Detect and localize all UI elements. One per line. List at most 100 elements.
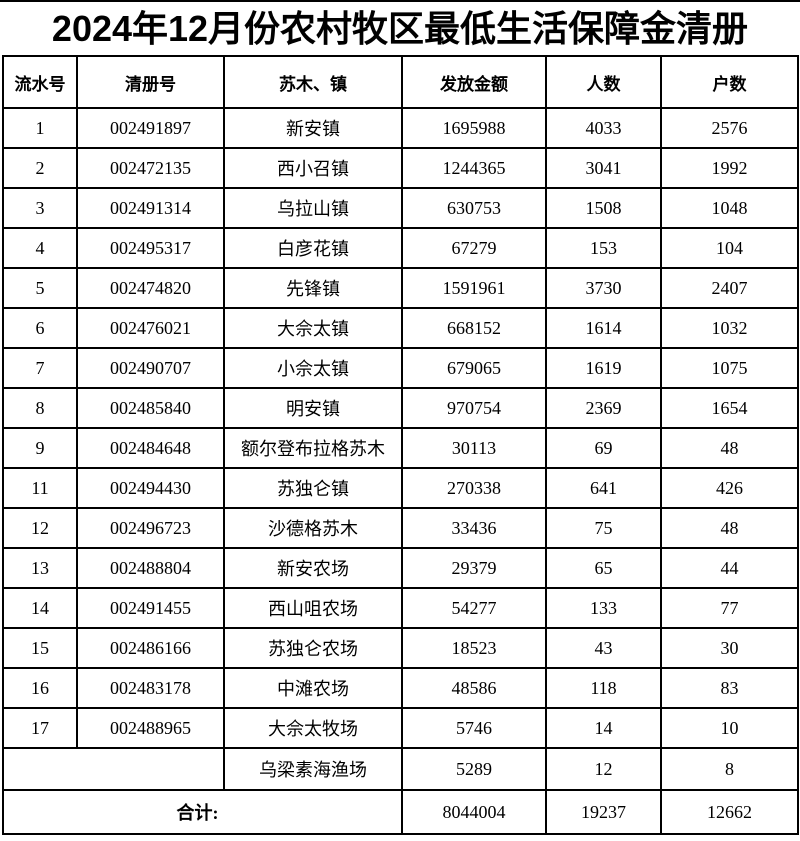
total-households-cell: 12662 (660, 789, 799, 835)
town-cell: 西小召镇 (223, 147, 403, 189)
households-cell: 77 (660, 587, 799, 629)
register-cell: 002476021 (76, 307, 225, 349)
households-cell: 2576 (660, 107, 799, 149)
households-cell: 83 (660, 667, 799, 709)
register-cell: 002488965 (76, 707, 225, 749)
header-town: 苏木、镇 (223, 55, 403, 109)
town-cell: 白彦花镇 (223, 227, 403, 269)
header-row: 流水号 清册号 苏木、镇 发放金额 人数 户数 (2, 55, 799, 109)
amount-cell: 5746 (401, 707, 547, 749)
people-cell: 69 (545, 427, 662, 469)
table-row: 15 002486166 苏独仑农场 18523 43 30 (2, 627, 799, 669)
town-cell: 乌拉山镇 (223, 187, 403, 229)
fishery-empty-cell (2, 747, 225, 791)
town-cell: 沙德格苏木 (223, 507, 403, 549)
town-cell: 小佘太镇 (223, 347, 403, 389)
register-cell: 002491897 (76, 107, 225, 149)
table-row: 5 002474820 先锋镇 1591961 3730 2407 (2, 267, 799, 309)
amount-cell: 48586 (401, 667, 547, 709)
amount-cell: 29379 (401, 547, 547, 589)
people-cell: 3730 (545, 267, 662, 309)
total-people-cell: 19237 (545, 789, 662, 835)
serial-cell: 7 (2, 347, 78, 389)
people-cell: 1508 (545, 187, 662, 229)
town-cell: 苏独仑农场 (223, 627, 403, 669)
people-cell: 1619 (545, 347, 662, 389)
households-cell: 426 (660, 467, 799, 509)
town-cell: 大佘太牧场 (223, 707, 403, 749)
amount-cell: 33436 (401, 507, 547, 549)
people-cell: 75 (545, 507, 662, 549)
register-cell: 002491314 (76, 187, 225, 229)
people-cell: 118 (545, 667, 662, 709)
amount-cell: 1695988 (401, 107, 547, 149)
amount-cell: 970754 (401, 387, 547, 429)
table-row: 9 002484648 额尔登布拉格苏木 30113 69 48 (2, 427, 799, 469)
serial-cell: 5 (2, 267, 78, 309)
amount-cell: 67279 (401, 227, 547, 269)
table-row: 7 002490707 小佘太镇 679065 1619 1075 (2, 347, 799, 389)
register-cell: 002490707 (76, 347, 225, 389)
households-cell: 2407 (660, 267, 799, 309)
town-cell: 大佘太镇 (223, 307, 403, 349)
serial-cell: 14 (2, 587, 78, 629)
table-row: 4 002495317 白彦花镇 67279 153 104 (2, 227, 799, 269)
people-cell: 65 (545, 547, 662, 589)
households-cell: 30 (660, 627, 799, 669)
fishery-households-cell: 8 (660, 747, 799, 791)
town-cell: 西山咀农场 (223, 587, 403, 629)
register-cell: 002486166 (76, 627, 225, 669)
town-cell: 先锋镇 (223, 267, 403, 309)
table-row: 12 002496723 沙德格苏木 33436 75 48 (2, 507, 799, 549)
total-amount-cell: 8044004 (401, 789, 547, 835)
serial-cell: 6 (2, 307, 78, 349)
people-cell: 43 (545, 627, 662, 669)
serial-cell: 3 (2, 187, 78, 229)
town-cell: 新安农场 (223, 547, 403, 589)
serial-cell: 9 (2, 427, 78, 469)
header-amount: 发放金额 (401, 55, 547, 109)
fishery-name-cell: 乌梁素海渔场 (223, 747, 403, 791)
header-serial: 流水号 (2, 55, 78, 109)
register-cell: 002484648 (76, 427, 225, 469)
register-cell: 002494430 (76, 467, 225, 509)
table-row: 6 002476021 大佘太镇 668152 1614 1032 (2, 307, 799, 349)
households-cell: 104 (660, 227, 799, 269)
register-cell: 002474820 (76, 267, 225, 309)
total-row: 合计: 8044004 19237 12662 (2, 789, 799, 835)
register-cell: 002483178 (76, 667, 225, 709)
table-row: 3 002491314 乌拉山镇 630753 1508 1048 (2, 187, 799, 229)
table-row: 13 002488804 新安农场 29379 65 44 (2, 547, 799, 589)
header-register: 清册号 (76, 55, 225, 109)
serial-cell: 4 (2, 227, 78, 269)
amount-cell: 679065 (401, 347, 547, 389)
table-row: 11 002494430 苏独仑镇 270338 641 426 (2, 467, 799, 509)
table-row: 1 002491897 新安镇 1695988 4033 2576 (2, 107, 799, 149)
register-cell: 002472135 (76, 147, 225, 189)
amount-cell: 18523 (401, 627, 547, 669)
top-border-line (0, 0, 800, 2)
households-cell: 1075 (660, 347, 799, 389)
register-cell: 002491455 (76, 587, 225, 629)
amount-cell: 1244365 (401, 147, 547, 189)
people-cell: 1614 (545, 307, 662, 349)
households-cell: 10 (660, 707, 799, 749)
header-people: 人数 (545, 55, 662, 109)
register-cell: 002488804 (76, 547, 225, 589)
table-row: 8 002485840 明安镇 970754 2369 1654 (2, 387, 799, 429)
households-cell: 1992 (660, 147, 799, 189)
town-cell: 新安镇 (223, 107, 403, 149)
town-cell: 中滩农场 (223, 667, 403, 709)
serial-cell: 12 (2, 507, 78, 549)
serial-cell: 17 (2, 707, 78, 749)
amount-cell: 1591961 (401, 267, 547, 309)
serial-cell: 1 (2, 107, 78, 149)
serial-cell: 11 (2, 467, 78, 509)
town-cell: 明安镇 (223, 387, 403, 429)
table-row: 17 002488965 大佘太牧场 5746 14 10 (2, 707, 799, 749)
people-cell: 153 (545, 227, 662, 269)
households-cell: 1032 (660, 307, 799, 349)
fishery-people-cell: 12 (545, 747, 662, 791)
fishery-amount-cell: 5289 (401, 747, 547, 791)
